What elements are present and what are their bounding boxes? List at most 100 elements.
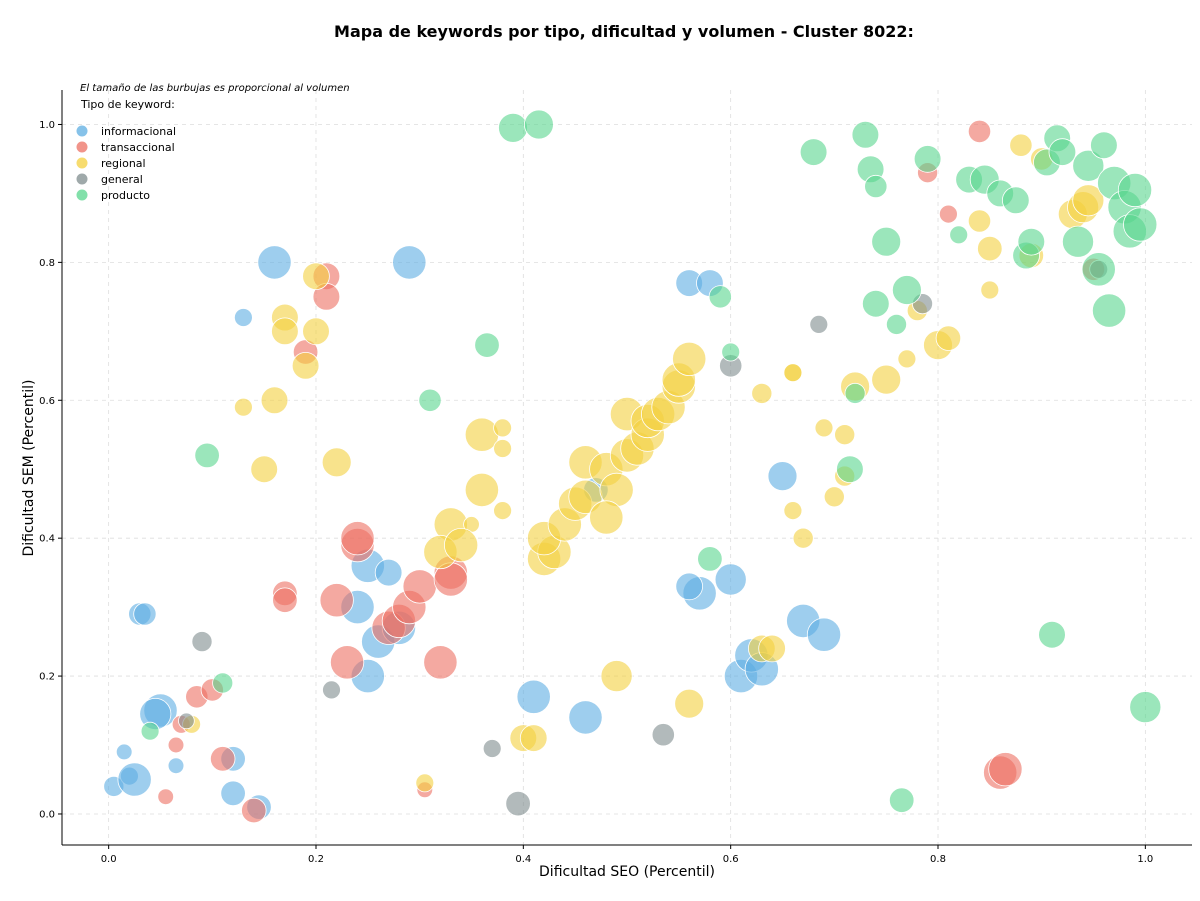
bubble-regional	[321, 447, 352, 478]
bubble-regional	[672, 341, 707, 376]
bubble-informacional	[568, 700, 603, 735]
x-tick-label: 0.0	[101, 854, 117, 865]
bubble-regional	[443, 527, 479, 563]
y-tick-label: 1.0	[39, 120, 55, 131]
bubble-transaccional	[988, 752, 1023, 787]
bubble-producto	[1090, 131, 1118, 160]
bubble-producto	[1048, 138, 1077, 166]
bubble-informacional	[516, 679, 551, 714]
bubble-regional	[464, 472, 499, 507]
bubble-producto	[1081, 252, 1116, 287]
bubble-regional	[1072, 184, 1105, 217]
grid-lines	[62, 90, 1192, 845]
x-tick-label: 0.6	[723, 854, 739, 865]
bubble-informacional	[220, 780, 246, 807]
legend-label-producto: producto	[101, 189, 150, 202]
bubble-producto	[721, 342, 741, 362]
x-tick-label: 1.0	[1137, 854, 1153, 865]
bubble-producto	[844, 382, 866, 404]
bubble-regional	[935, 325, 962, 351]
bubble-informacional	[714, 563, 747, 596]
bubble-producto	[418, 388, 442, 412]
bubble-regional	[823, 486, 845, 508]
bubble-producto	[524, 109, 554, 140]
bubble-transaccional	[167, 736, 185, 754]
bubble-informacional	[133, 602, 157, 626]
legend-marker-transaccional	[76, 141, 88, 153]
bubble-producto	[799, 138, 828, 166]
bubble-regional	[519, 724, 548, 752]
bubble-general	[505, 790, 531, 817]
bubble-informacional	[233, 308, 253, 327]
bubble-producto	[1038, 620, 1066, 649]
legend-marker-producto	[76, 189, 88, 201]
bubble-transaccional	[329, 645, 365, 680]
bubble-regional	[871, 364, 902, 395]
bubble-informacional	[167, 757, 185, 774]
bubble-regional	[758, 634, 786, 663]
bubble-transaccional	[157, 788, 175, 805]
legend-label-general: general	[101, 173, 143, 186]
bubble-regional	[967, 209, 992, 233]
x-tick-label: 0.4	[515, 854, 531, 865]
bubble-informacional	[115, 743, 133, 761]
bubble-producto	[697, 546, 723, 572]
bubble-regional	[1009, 133, 1033, 157]
bubble-producto	[498, 113, 528, 143]
bubble-general	[178, 712, 195, 730]
bubble-regional	[415, 773, 435, 793]
bubble-producto	[836, 455, 864, 484]
bubble-regional	[493, 501, 513, 521]
bubble-informacional	[374, 558, 403, 587]
bubble-transaccional	[967, 119, 992, 143]
bubble-regional	[977, 235, 1003, 262]
bubble-informacional	[392, 245, 427, 280]
y-tick-label: 0.4	[39, 534, 55, 545]
x-tick-label: 0.2	[308, 854, 324, 865]
bubble-regional	[493, 418, 513, 438]
bubble-general	[809, 314, 829, 334]
bubble-transaccional	[402, 569, 437, 604]
bubble-regional	[674, 688, 705, 719]
bubble-producto	[871, 226, 902, 257]
bubble-producto	[1001, 186, 1030, 215]
bubble-producto	[949, 225, 969, 245]
bubble-transaccional	[319, 583, 354, 618]
bubble-regional	[783, 501, 803, 521]
bubble-regional	[834, 424, 856, 446]
bubble-transaccional	[939, 204, 958, 224]
legend: El tamaño de las burbujas es proporciona…	[76, 83, 350, 202]
bubble-producto	[474, 332, 500, 358]
bubble-producto	[1117, 172, 1153, 208]
bubble-producto	[913, 145, 942, 173]
bubble-transaccional	[272, 587, 298, 613]
bubble-producto	[1123, 207, 1158, 242]
bubble-producto	[708, 285, 732, 309]
bubble-regional	[302, 262, 330, 291]
bubble-regional	[814, 418, 834, 438]
bubble-regional	[233, 397, 253, 417]
bubble-regional	[751, 382, 773, 404]
bubble-producto	[1092, 293, 1127, 328]
bubble-producto	[851, 121, 880, 149]
bubble-producto	[1017, 227, 1046, 256]
bubble-informacional	[675, 572, 703, 601]
bubble-informacional	[806, 617, 842, 652]
bubble-regional	[291, 351, 320, 380]
bubble-producto	[892, 275, 922, 305]
bubble-informacional	[767, 461, 798, 492]
y-axis-label: Dificultad SEM (Percentil)	[21, 380, 37, 557]
bubble-regional	[302, 317, 330, 346]
bubble-producto	[1072, 149, 1105, 182]
bubble-regional	[792, 527, 814, 549]
y-tick-label: 0.2	[39, 672, 55, 683]
bubble-regional	[600, 660, 633, 693]
bubble-regional	[260, 386, 289, 415]
legend-marker-regional	[76, 157, 88, 169]
bubble-producto	[212, 672, 234, 694]
legend-label-regional: regional	[101, 157, 146, 170]
legend-marker-informacional	[76, 125, 88, 137]
bubble-regional	[783, 363, 803, 383]
bubble-producto	[140, 721, 160, 741]
y-tick-label: 0.6	[39, 396, 55, 407]
